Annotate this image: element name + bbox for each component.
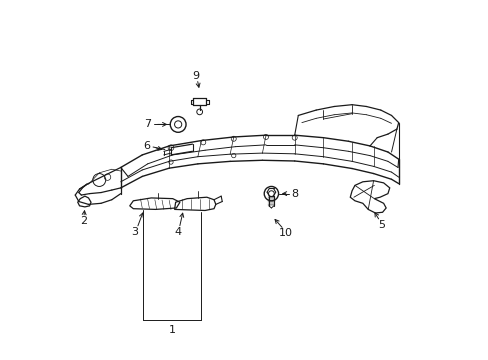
Text: 9: 9	[192, 71, 199, 81]
Text: 10: 10	[278, 228, 292, 238]
Text: 7: 7	[144, 120, 151, 129]
Text: 4: 4	[174, 227, 182, 237]
Text: 3: 3	[131, 227, 138, 237]
Text: 2: 2	[80, 216, 87, 226]
Text: 6: 6	[143, 141, 150, 151]
Text: 8: 8	[290, 189, 298, 199]
Text: 5: 5	[377, 220, 384, 230]
Text: 1: 1	[168, 325, 176, 335]
